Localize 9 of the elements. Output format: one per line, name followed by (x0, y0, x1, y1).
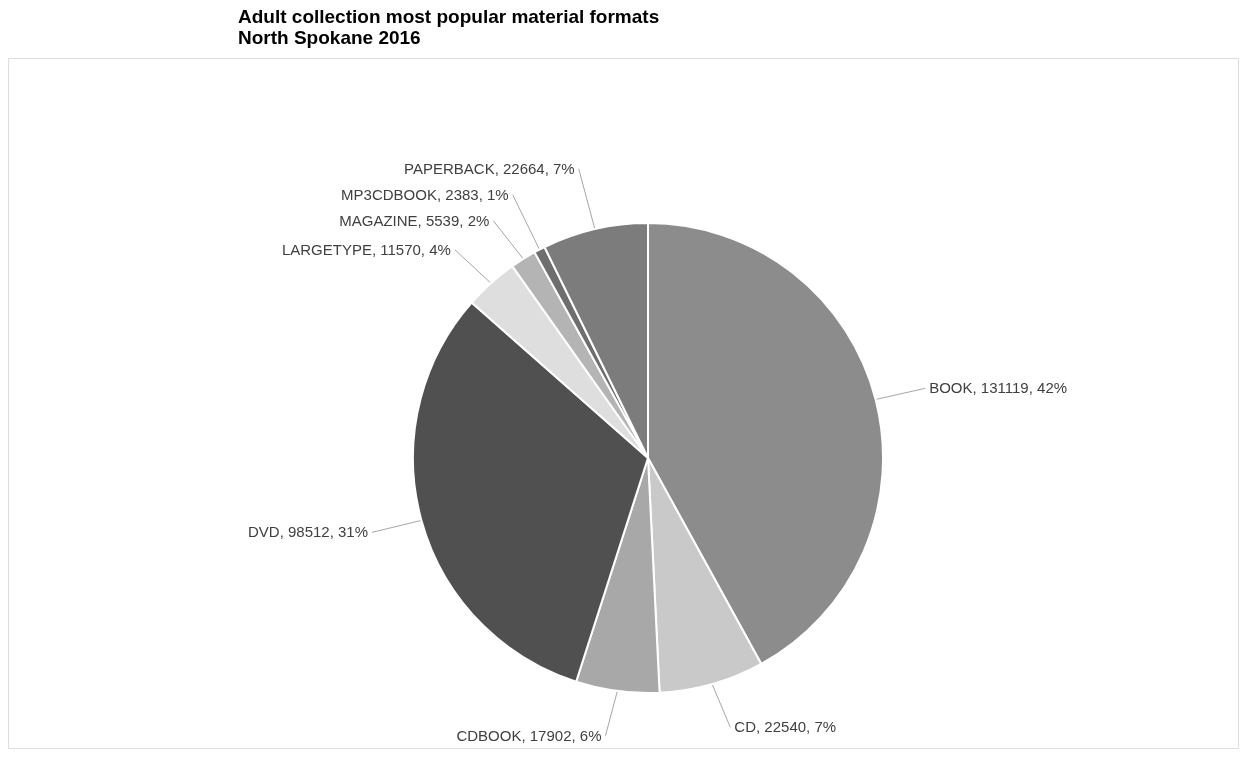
chart-title: Adult collection most popular material formats North Spokane 2016 (238, 6, 660, 48)
slice-label: LARGETYPE, 11570, 4% (281, 240, 451, 258)
slice-label: BOOK, 131119, 42% (929, 379, 1068, 397)
slice-label: MP3CDBOOK, 2383, 1% (341, 185, 509, 203)
slice-label: PAPERBACK, 22664, 7% (404, 159, 575, 177)
slice-label: MAGAZINE, 5539, 2% (339, 211, 490, 229)
slice-label: CD, 22540, 7% (734, 718, 837, 736)
slice-label: DVD, 98512, 31% (247, 523, 369, 541)
slice-label: CDBOOK, 17902, 6% (456, 726, 602, 744)
